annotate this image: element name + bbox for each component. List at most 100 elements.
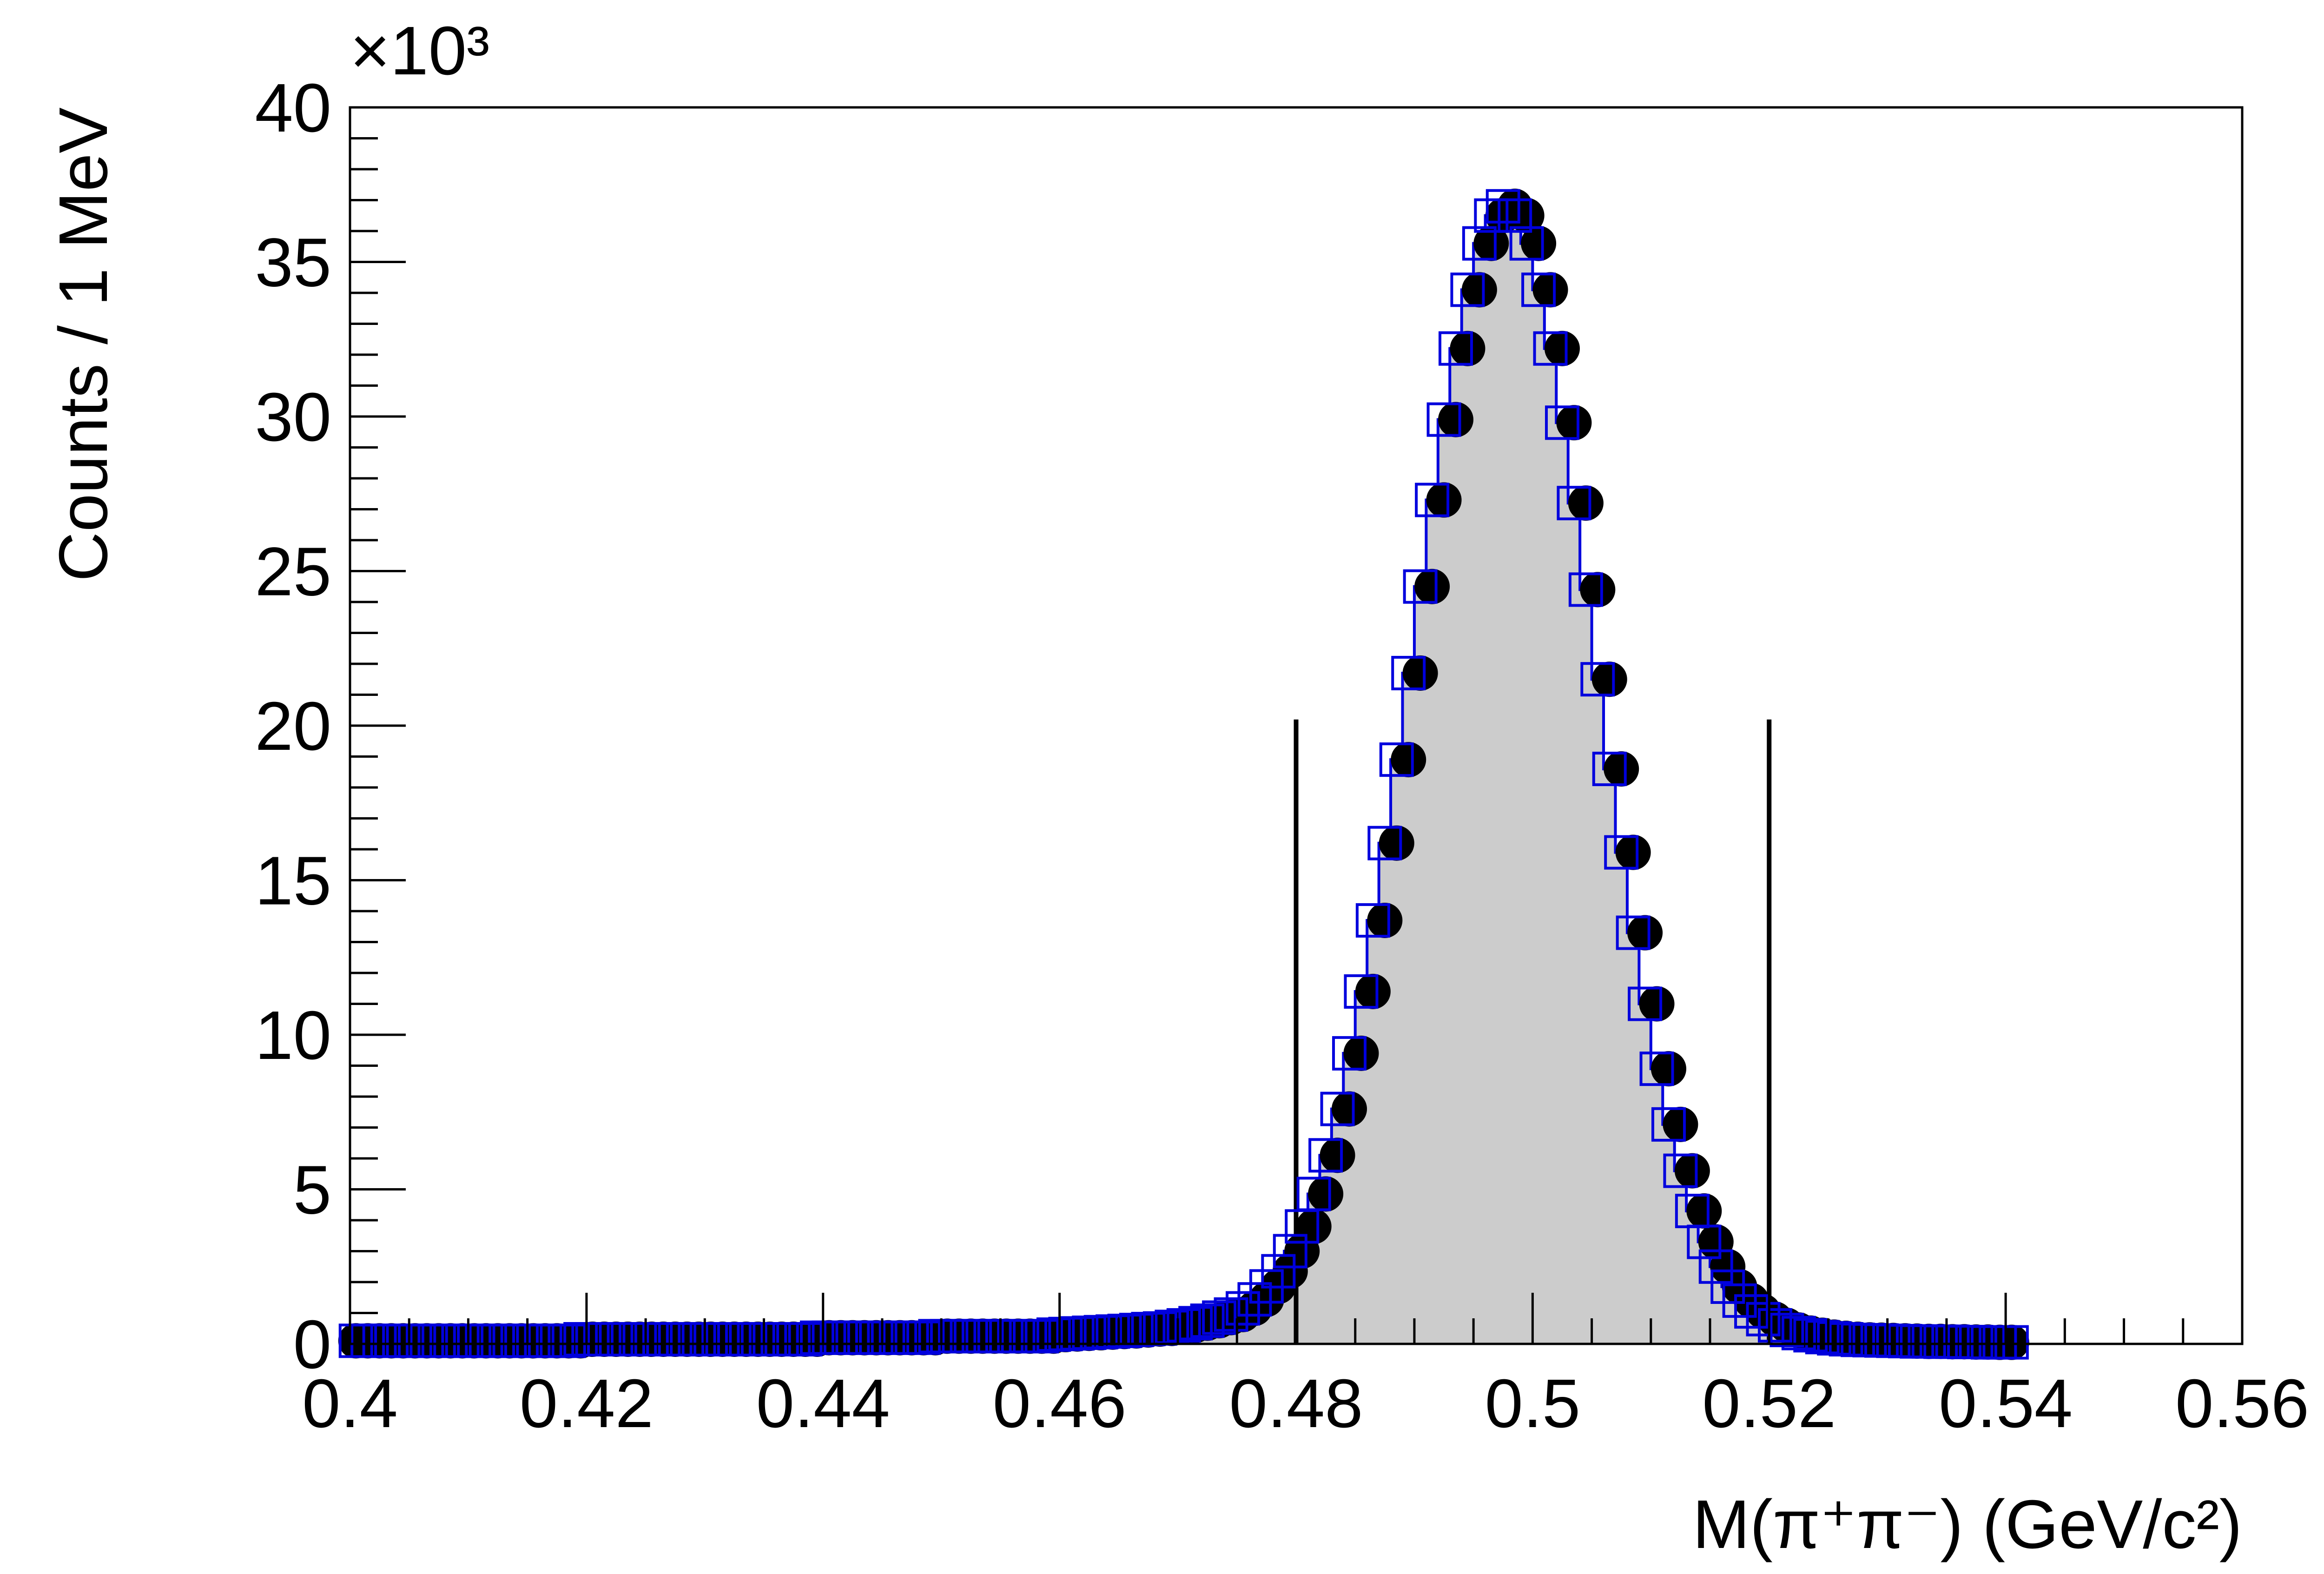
mc-point	[1746, 1302, 1781, 1336]
data-point	[1438, 402, 1473, 437]
mc-point	[1592, 752, 1627, 787]
mc-point	[1533, 331, 1568, 366]
mc-point	[1415, 483, 1450, 517]
mc-point	[1190, 1303, 1225, 1338]
mc-point	[1367, 826, 1402, 860]
y-tick-label: 20	[255, 688, 331, 765]
mc-point	[1155, 1309, 1189, 1344]
x-tick-label: 0.4	[302, 1365, 398, 1442]
mc-point	[1628, 986, 1663, 1021]
data-point	[1426, 482, 1462, 518]
mc-point	[1651, 1107, 1686, 1142]
data-point	[1379, 825, 1414, 861]
data-point	[1532, 272, 1568, 308]
x-tick-label: 0.42	[520, 1365, 654, 1442]
mc-point	[1769, 1313, 1804, 1348]
y-tick-label: 5	[293, 1152, 331, 1229]
data-point	[1591, 661, 1627, 697]
x-tick-label: 0.44	[756, 1365, 890, 1442]
mc-point	[1545, 405, 1579, 440]
mc-point	[1568, 572, 1603, 607]
mc-point	[1722, 1283, 1757, 1318]
data-point	[1639, 986, 1675, 1022]
mc-point	[1273, 1234, 1307, 1269]
x-tick-label: 0.56	[2175, 1365, 2309, 1442]
mc-point	[1355, 903, 1390, 938]
y-multiplier: ×10³	[350, 13, 489, 89]
y-axis-label: Counts / 1 MeV	[45, 107, 122, 582]
mc-point	[1438, 331, 1473, 366]
mc-point	[1166, 1308, 1201, 1343]
data-point	[1674, 1153, 1710, 1189]
x-axis-label: M(π⁺π⁻) (GeV/c²)	[1692, 1486, 2242, 1563]
mc-point	[1426, 402, 1461, 437]
data-point	[1391, 742, 1426, 778]
mc-point	[1757, 1308, 1792, 1343]
mc-point	[1202, 1300, 1237, 1335]
mc-point	[906, 1320, 941, 1355]
data-point	[1663, 1106, 1698, 1142]
mc-point	[1237, 1282, 1272, 1317]
mc-point	[1698, 1249, 1733, 1284]
mc-point	[1663, 1153, 1698, 1188]
mc-area	[350, 206, 2018, 1344]
mc-point	[1604, 835, 1639, 870]
data-point	[1544, 331, 1580, 366]
mc-point	[1308, 1138, 1343, 1173]
mc-point	[1793, 1318, 1828, 1353]
mc-point	[1486, 189, 1520, 224]
x-tick-label: 0.46	[993, 1365, 1127, 1442]
data-point	[1320, 1138, 1355, 1173]
x-tick-label: 0.5	[1485, 1365, 1581, 1442]
mc-point	[1557, 486, 1591, 521]
data-point	[1343, 1035, 1379, 1071]
mc-point	[1474, 198, 1509, 233]
data-point	[1604, 751, 1639, 787]
data-point	[1556, 405, 1592, 441]
data-point	[1651, 1051, 1686, 1087]
y-tick-label: 30	[255, 379, 331, 456]
data-point	[1473, 225, 1509, 261]
data-point	[1521, 225, 1557, 261]
y-tick-label: 35	[255, 225, 331, 301]
mc-point	[1450, 272, 1485, 307]
data-point	[1367, 902, 1403, 938]
mc-point	[1462, 226, 1497, 261]
data-point	[1296, 1209, 1332, 1244]
mc-point	[1332, 1036, 1367, 1071]
mc-point	[1178, 1306, 1213, 1341]
x-tick-label: 0.48	[1229, 1365, 1363, 1442]
data-point	[1308, 1176, 1344, 1212]
mc-point	[1509, 226, 1544, 261]
mc-point	[1261, 1254, 1296, 1289]
mc-point	[1580, 662, 1615, 697]
mc-point	[1024, 1319, 1059, 1354]
data-point	[1450, 331, 1486, 366]
mc-point	[1734, 1294, 1769, 1329]
y-tick-label: 0	[293, 1306, 331, 1383]
mc-point	[1296, 1177, 1331, 1211]
mc-point	[1320, 1091, 1355, 1126]
data-point	[1331, 1091, 1367, 1127]
y-tick-label: 40	[255, 70, 331, 146]
x-tick-label: 0.54	[1939, 1365, 2073, 1442]
mc-point	[1616, 915, 1651, 950]
data-point	[1627, 915, 1663, 951]
data-point	[1402, 655, 1438, 691]
mc-point	[1994, 1325, 2029, 1360]
data-point	[1461, 272, 1497, 308]
mc-point	[1687, 1224, 1722, 1259]
mc-point	[1639, 1052, 1674, 1086]
data-point	[1686, 1193, 1722, 1229]
mc-point	[1226, 1291, 1261, 1326]
mc-point	[1498, 198, 1532, 233]
mc-point	[1710, 1269, 1745, 1304]
y-tick-label: 15	[255, 843, 331, 919]
mc-point	[788, 1322, 823, 1357]
y-tick-label: 10	[255, 997, 331, 1074]
data-point	[1994, 1324, 2029, 1360]
data-point	[1355, 973, 1391, 1009]
data-point	[1580, 572, 1616, 608]
mc-point	[1391, 655, 1426, 690]
